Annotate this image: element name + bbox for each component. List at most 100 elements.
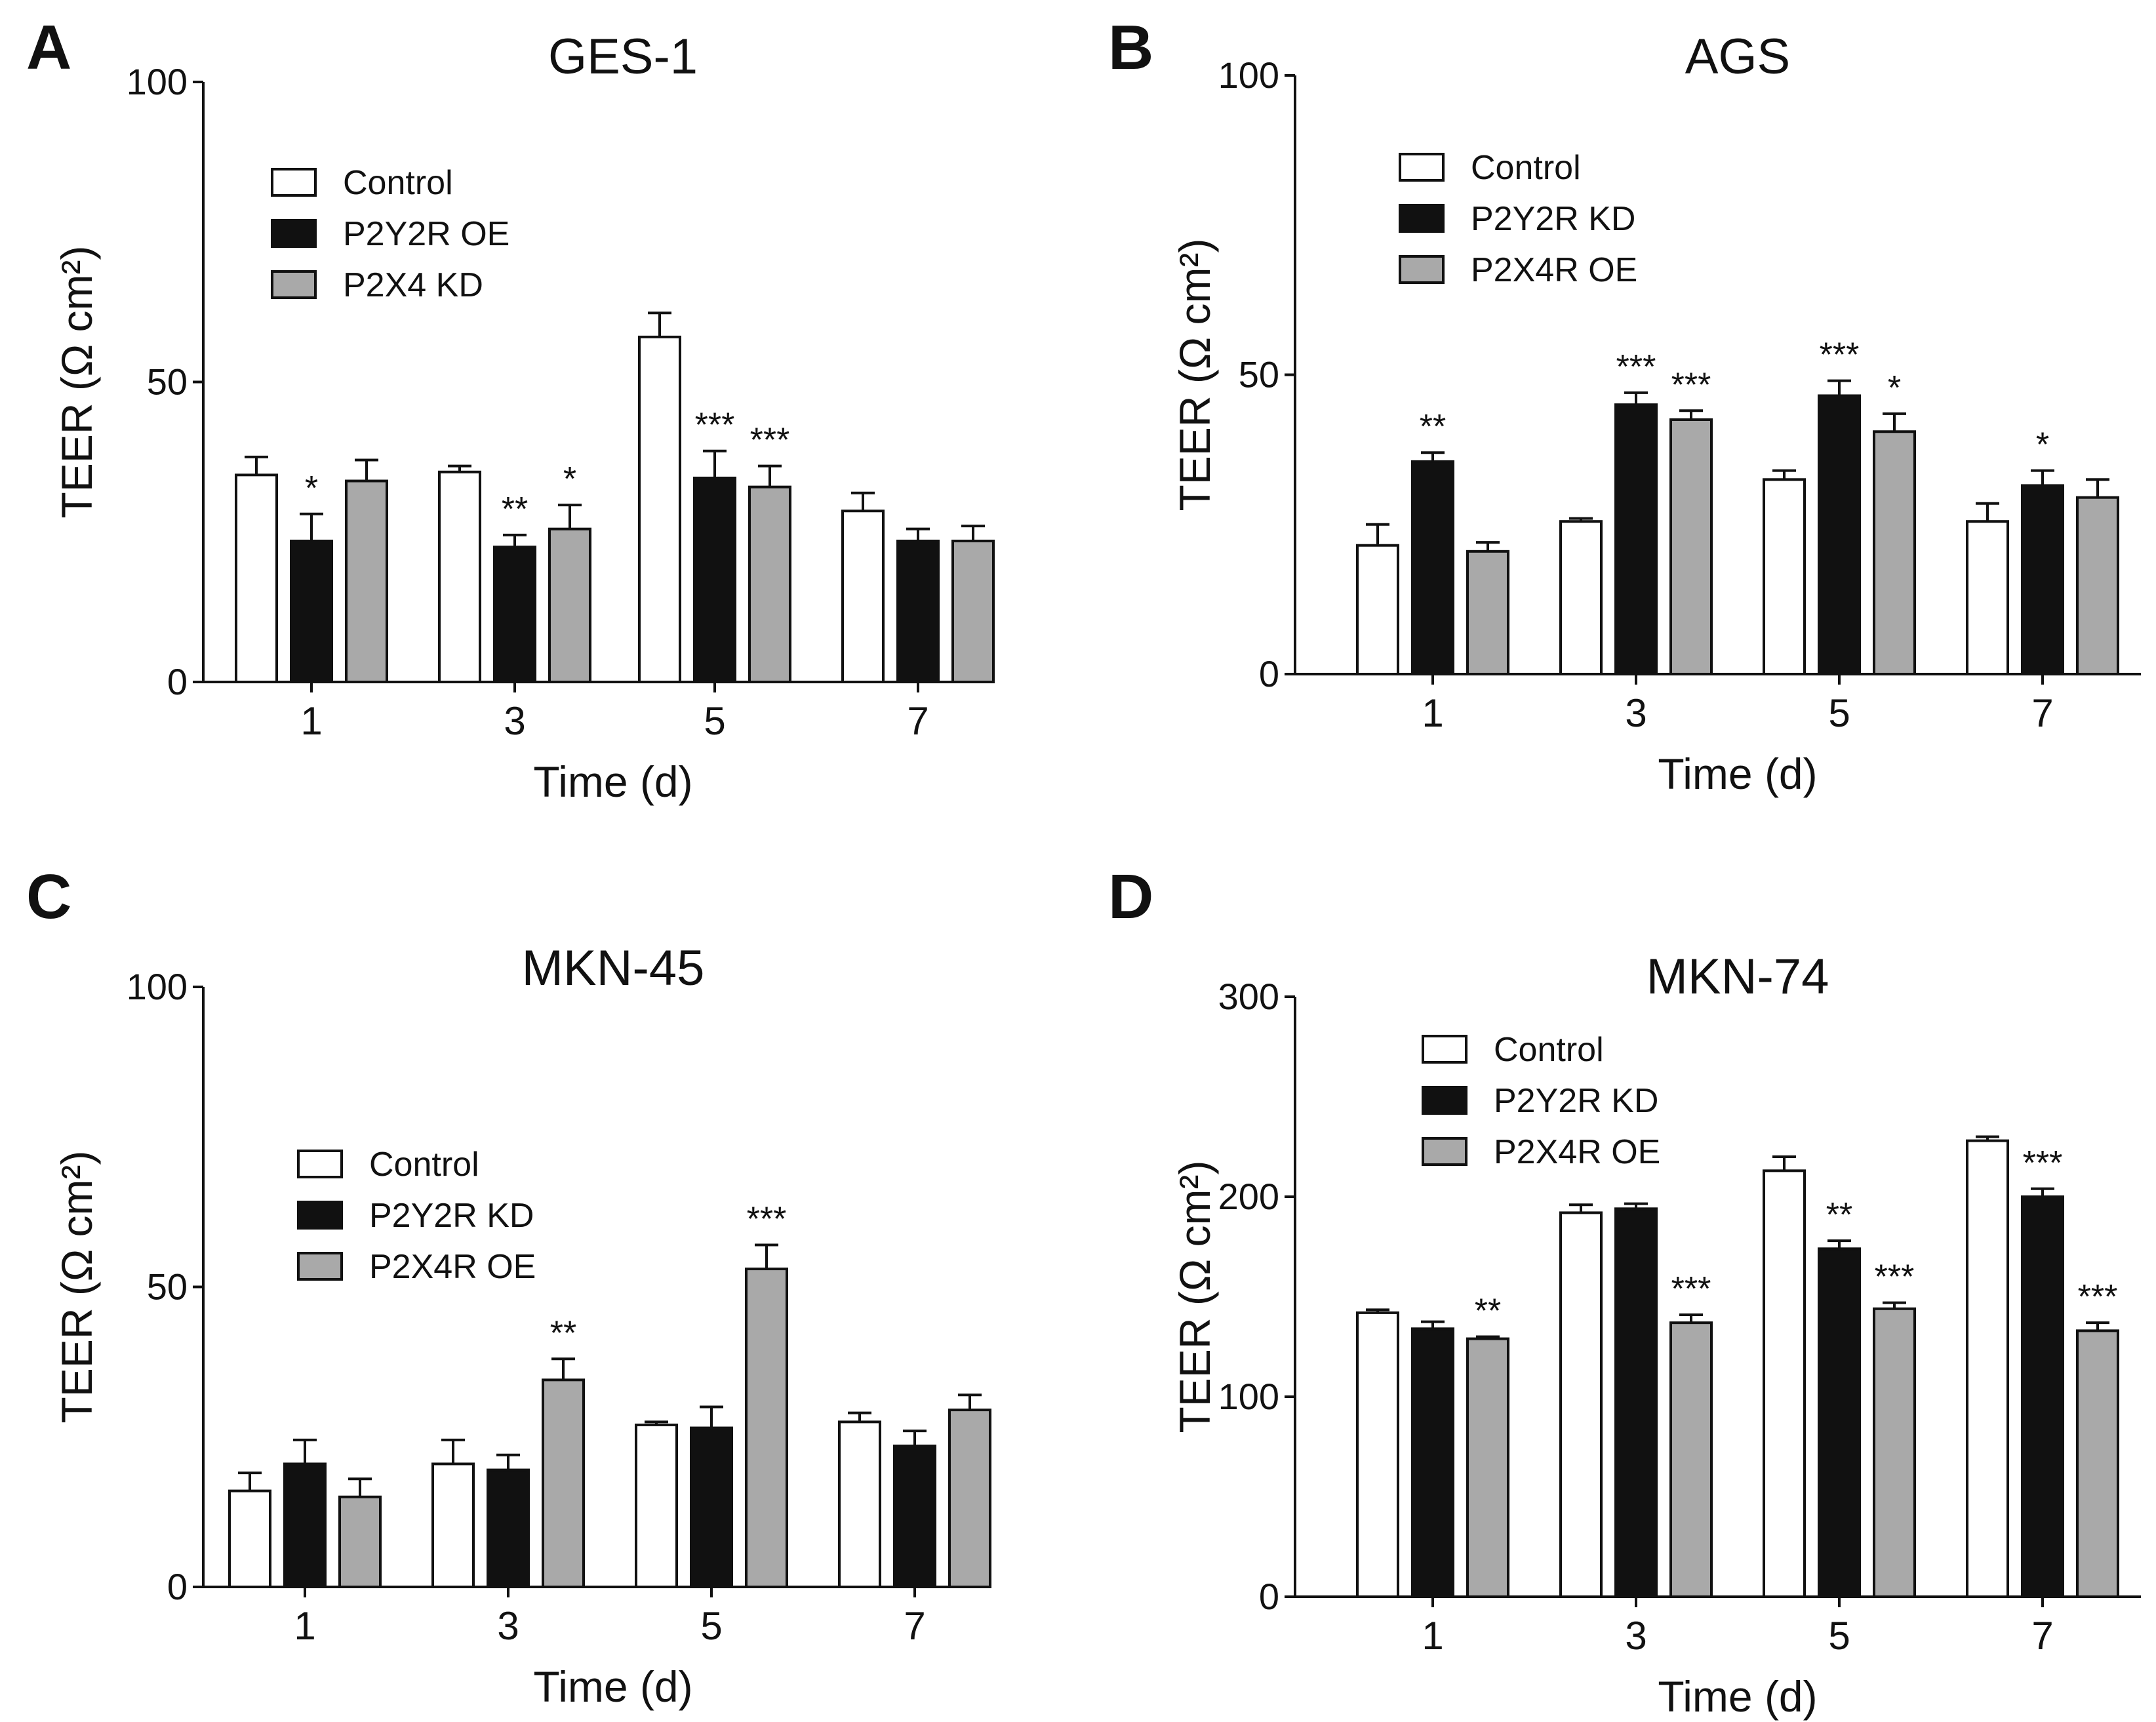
- y-tick-label: 50: [147, 361, 188, 403]
- legend-swatch: [271, 270, 317, 299]
- bar: [338, 1495, 382, 1588]
- significance-label: *: [1888, 369, 1901, 407]
- bar: [2076, 496, 2119, 675]
- y-tick-label: 100: [127, 966, 188, 1007]
- bar: [1466, 1337, 1509, 1599]
- chart-title: AGS: [1685, 29, 1791, 85]
- x-tick-label: 3: [1625, 1614, 1647, 1658]
- legend-swatch: [1422, 1086, 1467, 1115]
- significance-label: ***: [2078, 1278, 2118, 1316]
- chart-panel-d: D MKN-74 0 100 200 300 1 3 5 7 Time (d) TEER (Ω cm²…: [1108, 862, 2141, 1721]
- bar: [1559, 1211, 1603, 1598]
- bar: [2076, 1329, 2119, 1598]
- bar: [290, 539, 333, 683]
- y-tick-label: 0: [167, 1566, 188, 1607]
- x-axis-label: Time (d): [533, 1662, 692, 1711]
- bar: [1873, 430, 1916, 675]
- bar: [1669, 418, 1713, 675]
- bar: [841, 510, 885, 683]
- bar: [493, 546, 536, 683]
- x-tick-label: 5: [704, 699, 725, 743]
- significance-label: ***: [1875, 1258, 1915, 1296]
- x-tick-label: 1: [1422, 1614, 1443, 1658]
- x-axis-label: Time (d): [1658, 1672, 1817, 1721]
- bar: [748, 485, 791, 683]
- significance-label: ***: [1671, 1270, 1711, 1308]
- y-tick-label: 200: [1218, 1176, 1279, 1217]
- bar: [2021, 484, 2064, 676]
- x-tick-label: 1: [294, 1604, 315, 1648]
- y-tick-label: 100: [127, 61, 188, 102]
- x-tick-label: 5: [1828, 1614, 1850, 1658]
- bar: [893, 1444, 936, 1589]
- significance-label: *: [305, 470, 318, 508]
- bar: [431, 1462, 475, 1589]
- bar: [487, 1468, 530, 1588]
- chart-title: GES-1: [548, 29, 698, 85]
- x-axis-label: Time (d): [533, 757, 692, 806]
- bar: [1763, 478, 1806, 676]
- legend-swatch: [1399, 204, 1445, 233]
- chart-title: MKN-74: [1647, 949, 1829, 1005]
- significance-label: ***: [2023, 1144, 2063, 1182]
- bar: [1818, 1247, 1861, 1599]
- y-axis-label: TEER (Ω cm²): [1170, 1161, 1219, 1433]
- bar: [1763, 1169, 1806, 1598]
- bar: [1559, 520, 1603, 675]
- y-tick-label: 100: [1218, 54, 1279, 96]
- bar: [1411, 460, 1454, 675]
- x-tick-label: 7: [907, 699, 928, 743]
- y-tick-label: 50: [1239, 354, 1279, 395]
- legend-swatch: [297, 1201, 343, 1230]
- panel-letter: C: [26, 862, 71, 932]
- significance-label: **: [1420, 408, 1446, 446]
- significance-label: **: [502, 491, 528, 529]
- significance-label: **: [1826, 1196, 1852, 1234]
- legend-label: P2X4 KD: [343, 266, 483, 304]
- significance-label: ***: [1671, 366, 1711, 404]
- chart-title: MKN-45: [522, 940, 705, 996]
- legend-swatch: [1399, 255, 1445, 284]
- bar: [1669, 1321, 1713, 1599]
- bar: [235, 473, 278, 683]
- x-tick-label: 7: [904, 1604, 925, 1648]
- y-tick-label: 0: [1259, 653, 1279, 694]
- bar: [1614, 403, 1658, 676]
- bar: [1873, 1307, 1916, 1599]
- legend-label: P2X4R OE: [1494, 1133, 1660, 1171]
- bar: [1966, 520, 2009, 675]
- x-tick-label: 3: [504, 699, 525, 743]
- x-tick-label: 1: [1422, 691, 1443, 735]
- x-tick-label: 5: [1828, 691, 1850, 735]
- significance-label: *: [2036, 426, 2049, 464]
- bar: [438, 470, 481, 683]
- legend-swatch: [271, 168, 317, 197]
- legend-swatch: [1399, 153, 1445, 182]
- significance-label: *: [563, 460, 576, 498]
- y-tick-label: 0: [1259, 1576, 1279, 1617]
- bar: [2021, 1195, 2064, 1598]
- legend-label: Control: [369, 1146, 479, 1184]
- legend-label: Control: [1494, 1031, 1604, 1069]
- x-tick-label: 5: [700, 1604, 722, 1648]
- legend-label: P2X4R OE: [369, 1248, 536, 1286]
- legend-swatch: [1422, 1035, 1467, 1064]
- significance-label: **: [550, 1314, 576, 1352]
- bar: [638, 335, 681, 683]
- significance-label: ***: [1616, 348, 1656, 386]
- x-axis-label: Time (d): [1658, 750, 1817, 798]
- legend-label: P2X4R OE: [1471, 251, 1637, 289]
- bar: [542, 1378, 585, 1588]
- y-tick-label: 300: [1218, 976, 1279, 1017]
- bar: [1818, 394, 1861, 676]
- bar: [690, 1426, 733, 1588]
- bar: [951, 539, 995, 683]
- y-axis-label: TEER (Ω cm²): [52, 246, 101, 519]
- legend-swatch: [1422, 1137, 1467, 1166]
- x-tick-label: 7: [2031, 1614, 2053, 1658]
- panel-letter: B: [1108, 12, 1153, 83]
- y-axis-label: TEER (Ω cm²): [1170, 239, 1219, 511]
